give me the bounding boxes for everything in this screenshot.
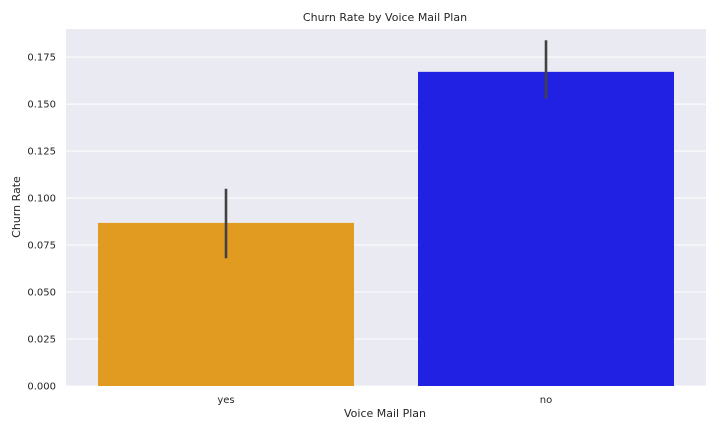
bar-no xyxy=(418,71,674,386)
bars xyxy=(98,71,674,386)
y-tick-label: 0.050 xyxy=(27,288,56,299)
x-tick-label: yes xyxy=(217,395,234,406)
x-axis-ticks: yes no xyxy=(217,395,552,406)
y-tick-label: 0.150 xyxy=(27,100,56,111)
y-tick-label: 0.175 xyxy=(27,53,56,64)
y-tick-label: 0.075 xyxy=(27,241,56,252)
y-tick-label: 0.100 xyxy=(27,194,56,205)
y-axis-ticks: 0.000 0.025 0.050 0.075 0.100 0.125 0.150 0.175 xyxy=(27,53,56,393)
chart-title: Churn Rate by Voice Mail Plan xyxy=(303,11,467,24)
y-tick-label: 0.125 xyxy=(27,147,56,158)
y-tick-label: 0.000 xyxy=(27,382,56,393)
y-axis-label: Churn Rate xyxy=(10,176,23,238)
error-bars xyxy=(224,40,548,259)
x-tick-label: no xyxy=(540,395,552,406)
y-tick-label: 0.025 xyxy=(27,335,56,346)
x-axis-label: Voice Mail Plan xyxy=(344,407,426,420)
